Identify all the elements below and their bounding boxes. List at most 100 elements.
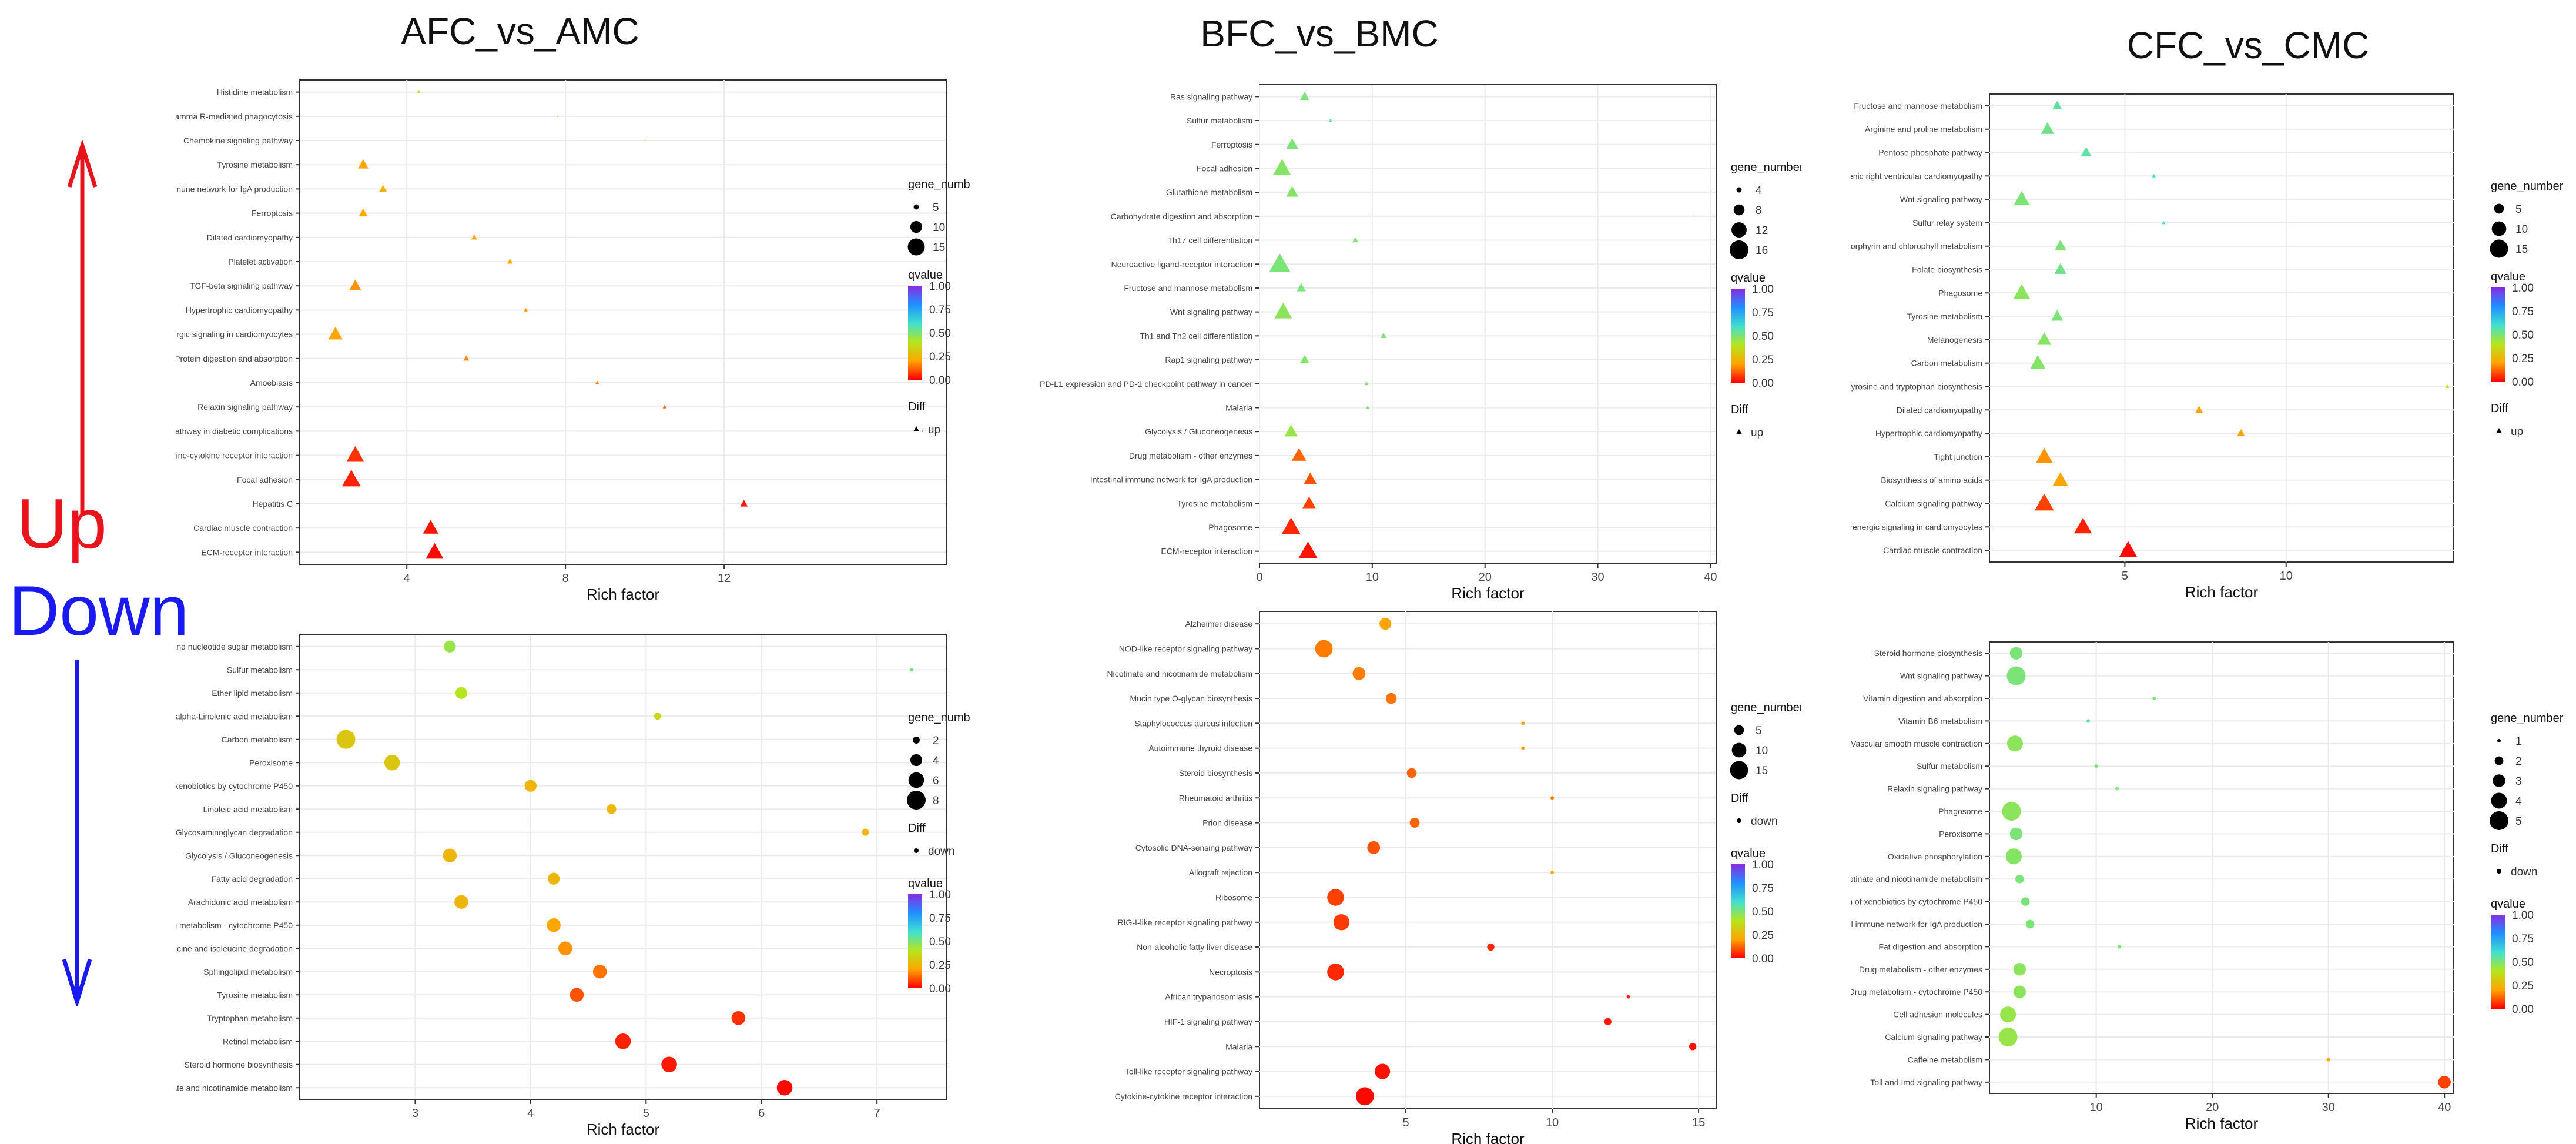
data-point-triangle (2152, 173, 2156, 178)
up-arrow-head (67, 140, 98, 188)
legend-size-label: 4 (1756, 185, 1762, 197)
x-tick-label: 30 (1591, 571, 1604, 584)
data-point-circle (1521, 746, 1525, 750)
y-tick-label: Tyrosine metabolism (217, 990, 293, 999)
legend-size-dot (2491, 221, 2507, 236)
data-point-circle (1604, 1018, 1612, 1026)
data-point-circle (2002, 802, 2021, 821)
legend-size-dot (2497, 739, 2501, 742)
x-tick-label: 15 (1692, 1116, 1705, 1129)
y-tick-label: Wnt signaling pathway (1900, 671, 1982, 681)
legend-size-dot (2490, 239, 2508, 258)
data-point-circle (2152, 697, 2156, 700)
legend-size-title: gene_number (908, 711, 970, 724)
y-tick-label: Phagosome (1938, 288, 1982, 297)
y-tick-label: Focal adhesion (1197, 163, 1252, 173)
y-tick-label: Sphingolipid metabolism (203, 967, 293, 976)
legend-size-dot (913, 737, 920, 744)
data-point-triangle (423, 520, 438, 534)
legend-size-title: gene_number (2491, 712, 2564, 725)
legend-diff-symbol (1737, 818, 1741, 823)
y-tick-label: Peroxisome (1939, 829, 1982, 838)
data-point-circle (910, 668, 914, 672)
legend-qvalue-tick: 0.00 (929, 983, 951, 995)
y-tick-label: Rheumatoid arthritis (1179, 793, 1252, 802)
legend-qvalue-tick: 0.25 (1752, 354, 1774, 366)
y-tick-label: PD-L1 expression and PD-1 checkpoint pat… (1040, 379, 1252, 389)
data-point-triangle (1269, 253, 1291, 272)
x-tick-label: 5 (2122, 570, 2128, 583)
y-tick-label: Ribosome (1215, 892, 1252, 902)
data-point-triangle (1365, 406, 1370, 409)
x-tick-label: 6 (758, 1107, 765, 1120)
y-tick-label: Phenylalanine, tyrosine and tryptophan b… (1851, 382, 1982, 392)
chart-afc-down: 3 4 5 6 7 Rich factor Amino sugar and nucleoti… (176, 634, 970, 1138)
x-axis-label: Rich factor (1451, 584, 1525, 602)
up-arrow (67, 140, 98, 516)
data-point-circle (1550, 871, 1555, 875)
data-point-circle (2094, 764, 2098, 768)
data-point-triangle (1299, 92, 1309, 101)
legend-diff-symbol (913, 426, 919, 431)
y-tick-label: Autoimmune thyroid disease (1148, 744, 1252, 753)
plot-panel (1259, 611, 1717, 1109)
data-point-circle (1327, 889, 1344, 906)
data-point-circle (607, 804, 617, 814)
data-point-circle (2006, 735, 2023, 752)
data-point-triangle (2119, 541, 2137, 557)
legend-qvalue-tick: 0.00 (1752, 377, 1774, 390)
data-point-triangle (349, 279, 361, 290)
y-tick-label: Sulfur relay system (1912, 218, 1982, 228)
data-point-triangle (740, 500, 748, 507)
y-tick-label: Calcium signaling pathway (1885, 499, 1982, 509)
data-point-circle (2009, 827, 2023, 841)
legend-qvalue-tick: 0.50 (2512, 956, 2534, 969)
legend-size-dot (908, 772, 924, 788)
data-point-circle (2013, 985, 2026, 998)
y-tick-label: Vitamin digestion and absorption (1863, 694, 1982, 703)
legend-diff-label: down (2511, 866, 2537, 878)
legend-size-label: 5 (933, 202, 939, 214)
data-point-triangle (2051, 310, 2064, 321)
y-tick-label: Cell adhesion molecules (1893, 1010, 1982, 1019)
y-tick-label: Glycolysis / Gluconeogenesis (1145, 427, 1252, 436)
legend-size-dot (1736, 187, 1742, 193)
legend-diff-title: Diff (2491, 402, 2508, 415)
data-point-triangle (1298, 541, 1318, 558)
y-tick-label: Tyrosine metabolism (217, 160, 293, 169)
data-point-circle (731, 1011, 746, 1025)
legend-size-label: 6 (933, 775, 939, 787)
x-axis-label: Rich factor (587, 1120, 660, 1138)
legend-qvalue-tick: 1.00 (2512, 282, 2534, 295)
legend-qvalue-tick: 1.00 (1752, 859, 1774, 871)
data-point-circle (2086, 719, 2090, 723)
data-point-triangle (524, 307, 528, 312)
y-tick-label: Hepatitis C (253, 499, 293, 509)
legend-size-label: 4 (933, 755, 939, 767)
data-point-circle (1521, 721, 1525, 725)
data-point-circle (776, 1079, 793, 1096)
x-tick-label: 8 (562, 572, 569, 585)
plot-panel (299, 79, 947, 565)
y-tick-label: Oxidative phosphorylation (1888, 852, 1982, 861)
legend-qvalue-tick: 0.00 (929, 374, 951, 387)
legend-qvalue-bar (908, 894, 922, 988)
legend-size-dot (1730, 761, 1748, 780)
x-tick-label: 40 (2438, 1101, 2451, 1114)
legend-size-label: 8 (1756, 205, 1762, 217)
data-point-circle (1487, 943, 1495, 951)
data-point-circle (384, 754, 400, 771)
y-tick-label: Necroptosis (1209, 967, 1252, 976)
data-point-triangle (2037, 332, 2052, 345)
y-tick-label: Neuroactive ligand-receptor interaction (1111, 259, 1252, 269)
up-label: Up (16, 484, 107, 563)
y-tick-label: Intestinal immune network for IgA produc… (1851, 919, 1982, 929)
y-tick-label: Staphylococcus aureus infection (1134, 718, 1252, 728)
data-point-triangle (1274, 302, 1292, 319)
chart-bfc-down: 5 10 15 Rich factor Alzheimer disease NOD-lik… (1107, 611, 1801, 1144)
data-point-triangle (463, 355, 470, 361)
data-point-circle (1315, 640, 1333, 658)
legend-size-label: 15 (2515, 243, 2528, 256)
legend-qvalue-tick: 0.75 (2512, 933, 2534, 945)
y-tick-label: ECM-receptor interaction (1161, 547, 1252, 556)
